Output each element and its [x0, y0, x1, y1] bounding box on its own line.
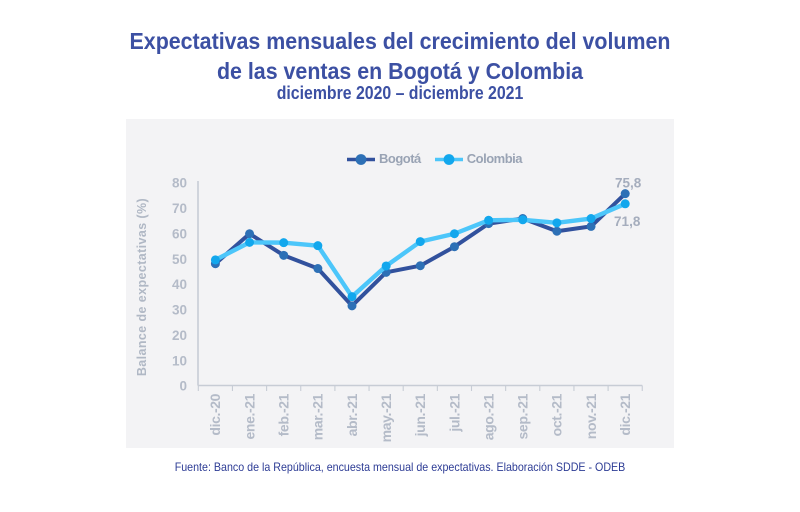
x-tick-label-dic20: dic.-20	[207, 393, 223, 435]
y-tick-label: 0	[179, 379, 187, 394]
x-tick-label-nov21: nov.-21	[583, 393, 599, 439]
y-tick-label: 20	[172, 328, 187, 343]
data-point-colombia-sep21[interactable]	[518, 215, 528, 225]
x-tick-label-jul21: jul.-21	[446, 393, 462, 432]
data-point-colombia-dic20[interactable]	[210, 255, 220, 265]
series-line-bogota	[213, 191, 628, 308]
x-tick-label-ago21: ago.-21	[480, 393, 496, 440]
data-point-colombia-feb21[interactable]	[279, 238, 289, 248]
data-point-bogota-mar21[interactable]	[313, 264, 323, 274]
data-point-colombia-abr21[interactable]	[347, 292, 357, 302]
legend-item-colombia[interactable]: Colombia	[434, 151, 523, 166]
y-tick-label: 80	[172, 176, 187, 191]
y-tick-label: 30	[172, 303, 187, 318]
data-point-colombia-oct21[interactable]	[552, 218, 562, 228]
data-point-bogota-nov21[interactable]	[586, 221, 596, 231]
y-tick-label: 10	[172, 353, 187, 368]
data-point-bogota-feb21[interactable]	[279, 250, 289, 260]
end-value-label-colombia: 71,8	[614, 214, 641, 229]
data-point-colombia-dic21[interactable]	[620, 199, 630, 209]
y-tick-label: 50	[172, 252, 187, 267]
data-point-colombia-jul21[interactable]	[449, 229, 459, 239]
legend-swatch-dot	[443, 153, 455, 165]
chart-title-line2: de las ventas en Bogotá y Colombia	[216, 57, 584, 84]
chart-title-line1: Expectativas mensuales del crecimiento d…	[129, 28, 671, 54]
data-point-colombia-may21[interactable]	[381, 261, 391, 271]
legend-label-colombia: Colombia	[466, 151, 523, 166]
x-tick-label-abr21: abr.-21	[344, 393, 360, 436]
chart-title: Expectativas mensuales del crecimiento d…	[28, 27, 772, 86]
line-chart: 0 10 20 30 40 50 60 70 80 Balance de expectativas…	[135, 175, 643, 442]
data-point-bogota-abr21[interactable]	[347, 301, 357, 311]
x-tick-label-oct21: oct.-21	[549, 393, 565, 436]
data-point-bogota-jul21[interactable]	[449, 242, 459, 252]
data-point-colombia-nov21[interactable]	[586, 214, 596, 224]
data-point-colombia-ene21[interactable]	[245, 237, 255, 247]
y-tick-label: 60	[172, 226, 187, 241]
y-axis-title: Balance de expectativas (%)	[135, 198, 149, 376]
legend-swatch-colombia	[434, 153, 463, 165]
x-tick-label-ene21: ene.-21	[241, 393, 257, 439]
x-tick-label-feb21: feb.-21	[276, 393, 292, 436]
y-tick-label: 70	[172, 201, 187, 216]
chart-legend: Bogotá Colombia	[347, 151, 523, 166]
data-point-colombia-mar21[interactable]	[313, 241, 323, 251]
data-point-bogota-oct21[interactable]	[552, 226, 562, 236]
data-point-colombia-ago21[interactable]	[484, 215, 494, 225]
data-point-bogota-ene21[interactable]	[245, 229, 255, 239]
legend-swatch-dot	[355, 153, 367, 165]
source-note: Fuente: Banco de la República, encuesta …	[174, 460, 626, 474]
legend-swatch-bogota	[347, 153, 375, 165]
end-value-label-bogota: 75,8	[615, 175, 642, 190]
y-tick-label: 40	[172, 277, 187, 292]
data-point-colombia-jun21[interactable]	[415, 237, 425, 247]
data-point-bogota-jun21[interactable]	[415, 261, 425, 271]
legend-item-bogota[interactable]: Bogotá	[347, 152, 421, 166]
chart-subtitle: diciembre 2020 – diciembre 2021	[276, 83, 524, 103]
x-tick-label-dic21: dic.-21	[617, 393, 633, 435]
x-tick-label-may21: may.-21	[378, 393, 394, 442]
data-point-bogota-dic21[interactable]	[620, 189, 630, 199]
x-tick-label-mar21: mar.-21	[310, 393, 326, 440]
chart-panel: Bogotá Colombia 0 10 20 30 40 50 60 70 80 Balance …	[126, 119, 674, 448]
x-tick-label-jun21: jun.-21	[412, 393, 428, 437]
x-tick-label-sep21: sep.-21	[515, 393, 531, 439]
legend-label-bogota: Bogotá	[379, 151, 421, 166]
